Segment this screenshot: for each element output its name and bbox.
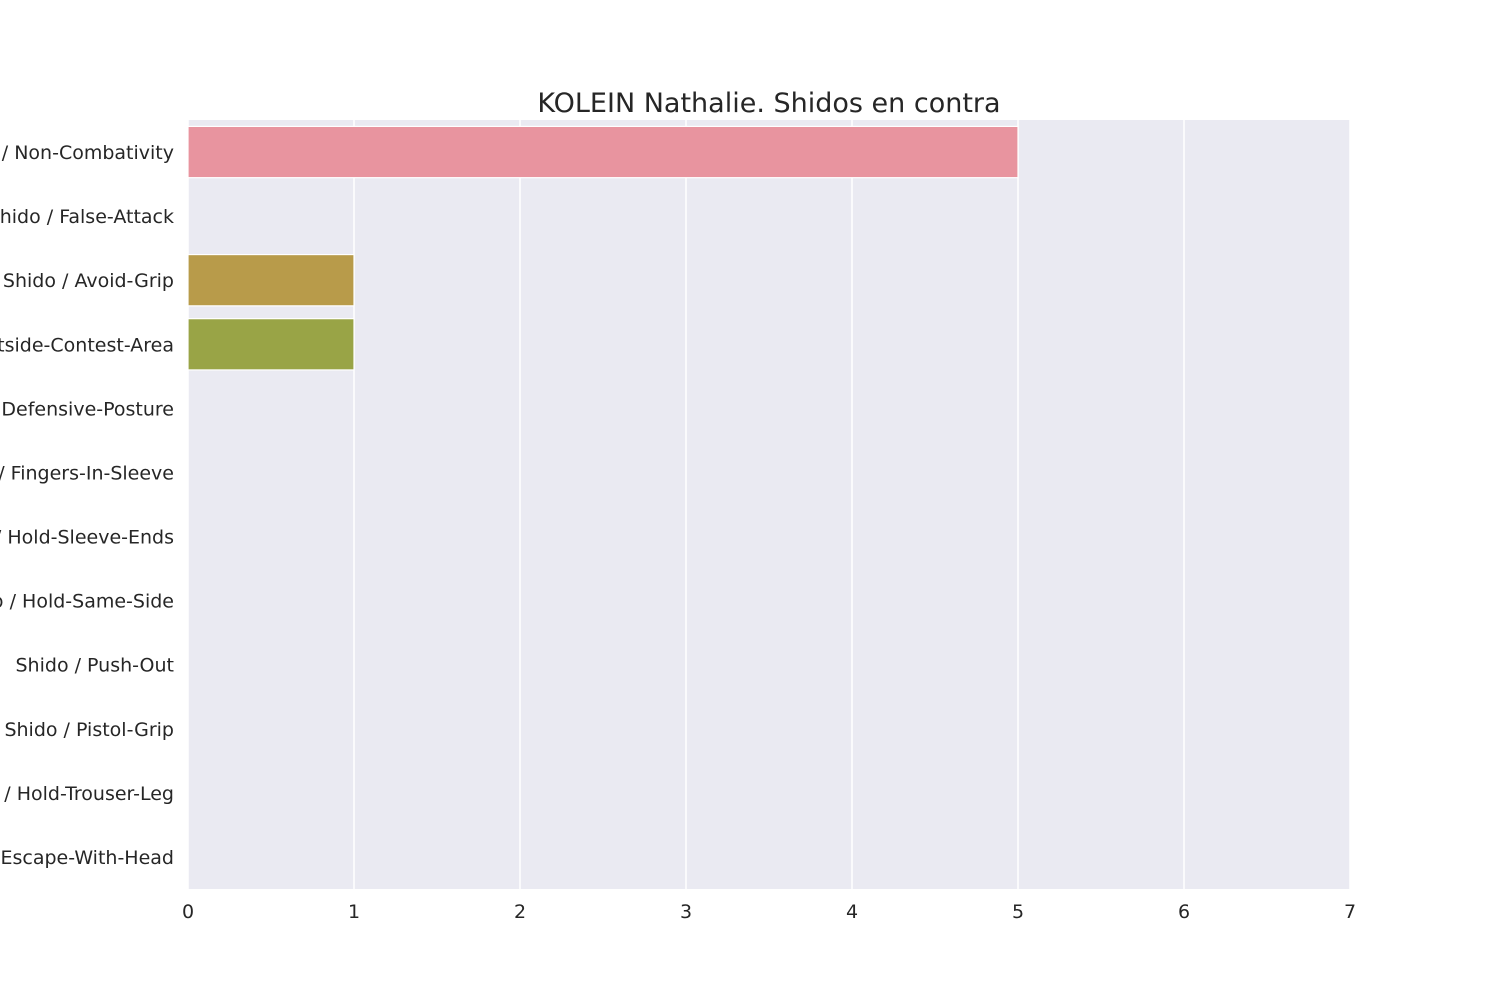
y-category-label: Shido / Outside-Contest-Area xyxy=(0,334,174,356)
y-category-label: Shido / Non-Combativity xyxy=(0,142,174,164)
x-gridlines xyxy=(187,120,1351,889)
y-category-label: Shido / Hold-Same-Side xyxy=(0,591,174,613)
x-tick-label: 0 xyxy=(182,901,194,923)
y-category-label: Shido / Hold-Sleeve-Ends xyxy=(0,527,174,549)
y-category-label: Shido / Hold-Trouser-Leg xyxy=(0,783,174,805)
x-tick-label: 3 xyxy=(680,901,692,923)
plot-area xyxy=(188,120,1350,889)
y-category-label: Shido / Fingers-In-Sleeve xyxy=(0,462,174,484)
y-category-label: Shido / Escape-With-Head xyxy=(0,847,174,869)
y-category-label: Shido / Avoid-Grip xyxy=(3,270,174,292)
x-tick-label: 1 xyxy=(348,901,360,923)
bar xyxy=(187,253,355,307)
bar xyxy=(187,125,1019,179)
y-category-label: Shido / Defensive-Posture xyxy=(0,398,174,420)
chart-title: KOLEIN Nathalie. Shidos en contra xyxy=(537,88,1000,119)
y-category-label: Shido / False-Attack xyxy=(0,206,174,228)
x-tick-label: 2 xyxy=(514,901,526,923)
bar xyxy=(187,318,355,371)
x-tick-label: 4 xyxy=(846,901,858,923)
x-tick-label: 5 xyxy=(1012,901,1024,923)
x-tick-label: 6 xyxy=(1178,901,1190,923)
x-axis-ticks: 0 1 2 3 4 5 6 7 xyxy=(182,901,1356,923)
y-category-label: Shido / Pistol-Grip xyxy=(4,719,174,741)
bars xyxy=(187,125,1019,371)
y-axis-labels: Shido / Non-Combativity Shido / False-Att… xyxy=(0,142,174,869)
y-category-label: Shido / Push-Out xyxy=(16,655,175,677)
x-tick-label: 7 xyxy=(1344,901,1356,923)
